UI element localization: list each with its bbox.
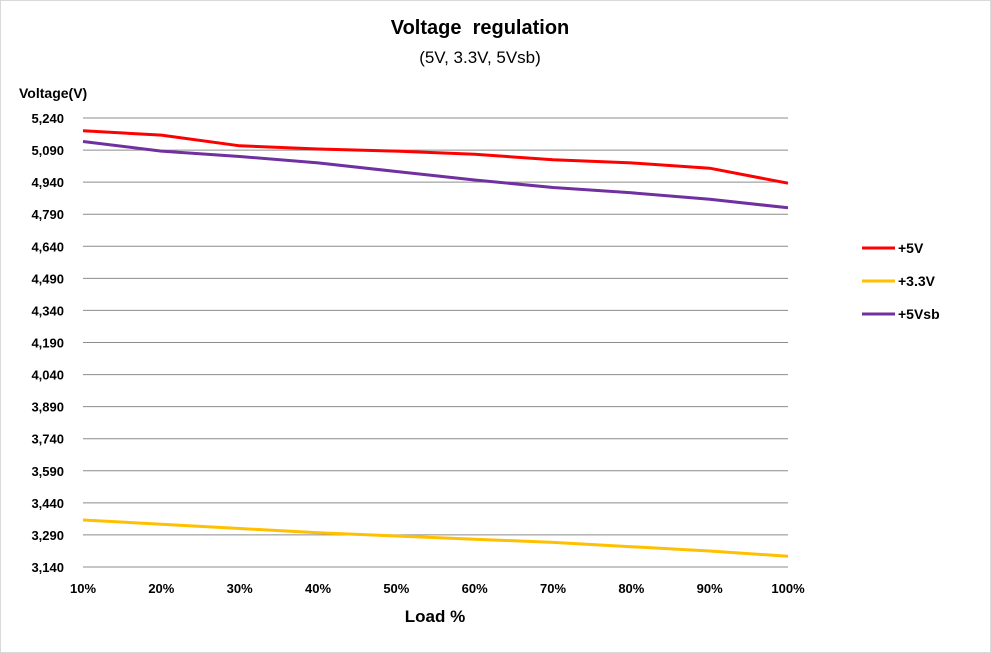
series-line-33V [82,518,789,558]
x-tick-labels: 10% 20% 30% 40% 50% 60% 70% 80% 90% 100% [70,581,805,596]
y-tick-label: 4,040 [31,368,64,383]
x-tick-label: 60% [462,581,488,596]
y-axis-label: Voltage(V) [19,85,87,101]
watermark: PCMAG.VN [867,619,975,641]
x-tick-label: 50% [383,581,409,596]
y-tick-label: 3,590 [31,464,64,479]
y-tick-label: 4,940 [31,175,64,190]
y-tick-label: 4,490 [31,271,64,286]
legend-label: +3.3V [898,273,936,289]
y-tick-label: 4,190 [31,336,64,351]
series-lines [82,129,789,558]
y-tick-label: 5,240 [31,111,64,126]
legend: +5V +3.3V +5Vsb [862,240,940,322]
series-line-5Vsb [82,140,789,210]
x-tick-label: 80% [618,581,644,596]
y-tick-label: 3,890 [31,400,64,415]
legend-label: +5V [898,240,924,256]
chart-subtitle: (5V, 3.3V, 5Vsb) [419,48,541,67]
gridlines [83,117,788,568]
y-tick-label: 4,340 [31,303,64,318]
x-tick-label: 90% [697,581,723,596]
y-tick-label: 3,740 [31,432,64,447]
chart-title: Voltage regulation [391,17,570,39]
x-tick-label: 70% [540,581,566,596]
x-tick-label: 100% [771,581,805,596]
x-tick-label: 40% [305,581,331,596]
y-tick-label: 3,140 [31,560,64,575]
x-tick-label: 10% [70,581,96,596]
y-tick-label: 4,640 [31,239,64,254]
x-axis-label: Load % [405,607,465,626]
x-tick-label: 30% [227,581,253,596]
y-tick-label: 4,790 [31,207,64,222]
series-line-5V [82,129,789,185]
y-tick-label: 3,440 [31,496,64,511]
x-tick-label: 20% [148,581,174,596]
y-tick-labels: 3,140 3,290 3,440 3,590 3,740 3,890 4,040 4,190… [31,111,64,575]
legend-label: +5Vsb [898,306,940,322]
y-tick-label: 5,090 [31,143,64,158]
y-tick-label: 3,290 [31,528,64,543]
